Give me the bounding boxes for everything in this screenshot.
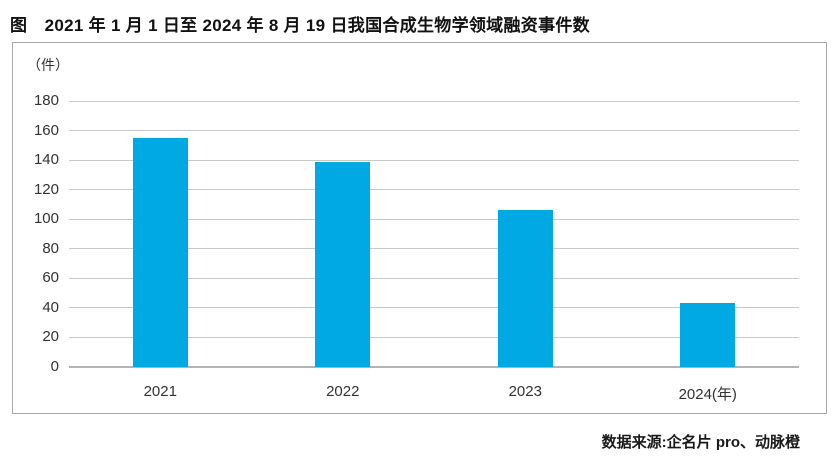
y-axis-tick-label: 160 xyxy=(33,121,59,139)
gridline xyxy=(69,307,799,309)
figure-title: 图 2021 年 1 月 1 日至 2024 年 8 月 19 日我国合成生物学… xyxy=(10,16,590,35)
gridline xyxy=(69,130,799,132)
data-source-note: 数据来源:企名片 pro、动脉橙 xyxy=(601,434,800,451)
y-axis-tick-label: 180 xyxy=(33,92,59,109)
x-axis-label: 2024(年) xyxy=(678,386,737,403)
bars-row xyxy=(69,101,799,367)
y-axis-tick-label: 40 xyxy=(42,298,59,316)
bar-2023 xyxy=(497,210,553,367)
chart-area: （件） 2021 2022 2023 2024(年) 0 20 40 60 80 100 120 1… xyxy=(12,42,827,414)
gridline xyxy=(69,218,799,220)
bar-slot xyxy=(434,101,617,367)
y-axis-tick-label: 60 xyxy=(42,269,59,287)
bar-slot xyxy=(252,101,435,367)
y-axis-tick-label: 20 xyxy=(42,328,59,346)
gridline xyxy=(69,100,799,102)
y-axis-unit-label: （件） xyxy=(27,57,69,73)
gridline xyxy=(69,277,799,279)
y-axis-tick-label: 120 xyxy=(33,180,59,198)
x-labels-row: 2021 2022 2023 2024(年) xyxy=(69,383,799,404)
bar-2022 xyxy=(315,161,371,367)
plot-area: 2021 2022 2023 2024(年) 0 20 40 60 80 100 120 140 16… xyxy=(34,92,799,403)
gridline xyxy=(69,189,799,191)
x-axis-label: 2021 xyxy=(143,383,177,400)
y-axis-tick-label: 80 xyxy=(42,239,59,257)
bar-slot xyxy=(69,101,252,367)
bar-slot xyxy=(617,101,800,367)
y-axis-tick-label: 0 xyxy=(50,358,59,375)
y-axis-tick-label: 140 xyxy=(33,151,59,169)
bar-2021 xyxy=(132,137,188,367)
gridline xyxy=(69,336,799,338)
bar-2024(年) xyxy=(680,303,736,367)
x-axis-line xyxy=(69,366,799,368)
y-axis-tick-label: 100 xyxy=(33,210,59,228)
x-axis-label: 2022 xyxy=(326,383,360,400)
x-axis-label: 2023 xyxy=(508,383,542,400)
gridline xyxy=(69,248,799,250)
gridline xyxy=(69,159,799,161)
